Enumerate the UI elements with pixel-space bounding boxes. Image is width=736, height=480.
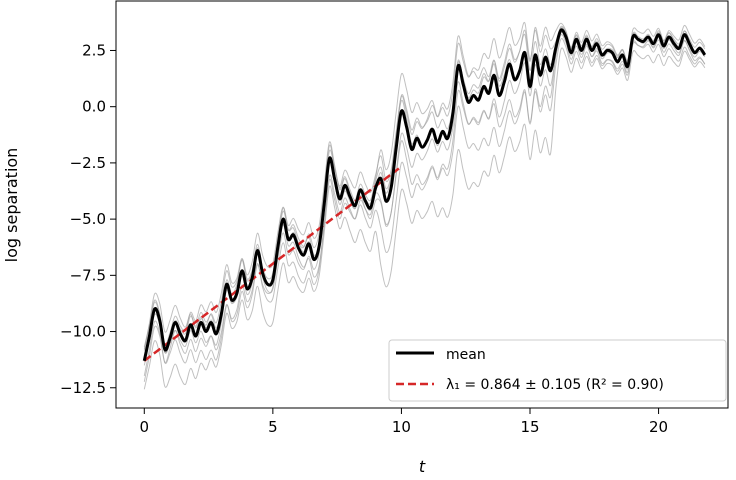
trajectory-line [143,38,706,377]
trajectory-line [143,31,706,382]
y-axis-label: log separation [2,148,21,263]
legend-mean-label: mean [446,347,486,363]
y-tick-label: 2.5 [82,41,106,59]
trajectory-lines [143,21,706,390]
x-tick-label: 0 [140,418,150,436]
trajectory-line [143,34,706,362]
legend-fit-label: λ₁ = 0.864 ± 0.105 (R² = 0.90) [446,377,664,393]
y-tick-label: −12.5 [60,379,106,397]
x-tick-label: 15 [520,418,539,436]
y-tick-label: −5.0 [70,210,106,228]
x-tick-label: 5 [268,418,278,436]
trajectory-line [143,30,706,350]
y-tick-label: −2.5 [70,154,106,172]
trajectory-line [143,21,706,348]
x-tick-label: 10 [392,418,411,436]
legend-box [388,339,727,402]
y-axis-ticks: −12.5 −10.0 −7.5 −5.0 −2.5 0.0 2.5 [60,41,116,397]
y-tick-label: −10.0 [60,323,106,341]
plot-frame [115,0,729,409]
x-axis-ticks: 0 5 10 15 20 [140,408,668,436]
y-tick-label: −7.5 [70,266,106,284]
x-axis-label: t [419,457,426,476]
trajectory-line [143,47,706,390]
mean-line-layer [142,28,707,362]
y-tick-label: 0.0 [82,98,106,116]
x-tick-label: 20 [649,418,668,436]
mean-line [142,28,707,362]
legend: mean λ₁ = 0.864 ± 0.105 (R² = 0.90) [388,339,727,402]
